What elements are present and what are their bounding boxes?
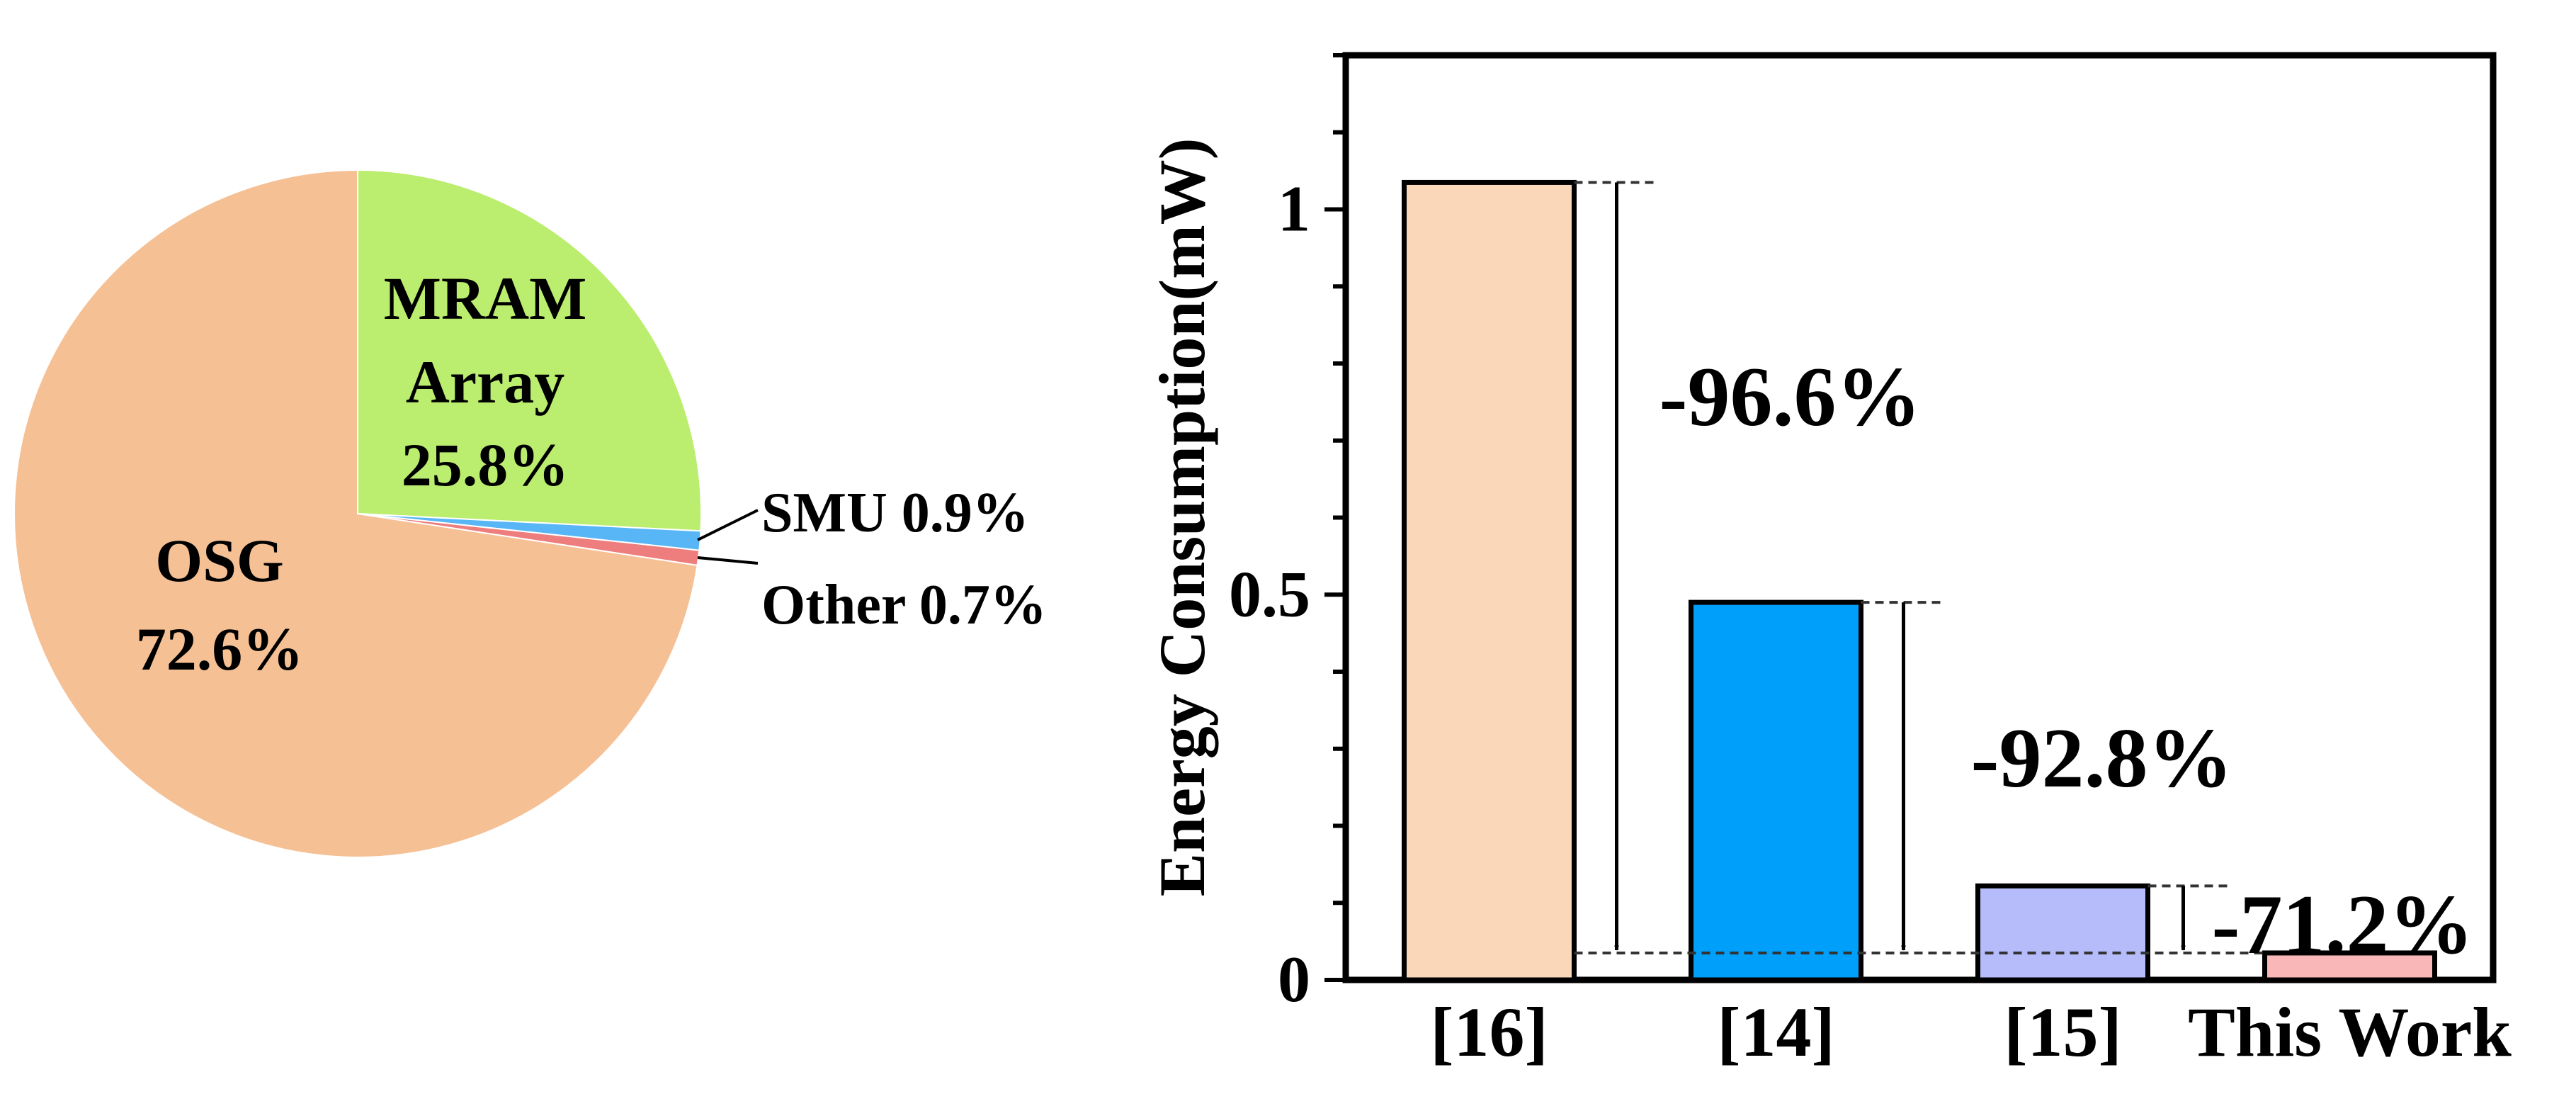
y-tick-label: 0 [1278,943,1310,1015]
bar-16 [1402,179,1577,983]
reduction-label: -92.8% [1971,711,2233,805]
other-label: Other 0.7% [761,574,1047,636]
y-tick-label: 1 [1278,173,1310,245]
x-tick-label: This Work [2188,993,2512,1071]
osg-label-pct: 72.6% [136,615,304,683]
bar-chart: 0 0.5 1 [16] [14] [15] This Work -96.6% -92.8%… [1146,52,2512,1071]
x-tick-label: [14] [1717,993,1835,1071]
smu-leader-line [697,509,759,541]
x-tick-label: [16] [1430,993,1548,1071]
x-tick-label: [15] [2004,993,2122,1071]
smu-label: SMU 0.9% [761,482,1029,544]
bar-this-work [2262,950,2437,983]
y-tick-label: 0.5 [1229,558,1310,630]
mram-label-line2: Array [406,348,564,416]
bar-15 [1975,883,2150,983]
reduction-label: -71.2% [2212,877,2474,971]
mram-label-line1: MRAM [384,264,587,332]
other-leader-line [697,556,759,565]
pie-slice-mram-array [357,169,702,532]
osg-label-line1: OSG [155,526,284,594]
y-axis-label: Energy Consumption(mW) [1146,138,1218,897]
mram-label-pct: 25.8% [402,431,569,499]
pie-slice-osg [13,169,698,858]
bar-14 [1689,599,1863,983]
reduction-label: -96.6% [1659,349,1922,444]
pie-chart: MRAM Array 25.8% OSG 72.6% SMU 0.9% Othe… [13,169,1047,858]
